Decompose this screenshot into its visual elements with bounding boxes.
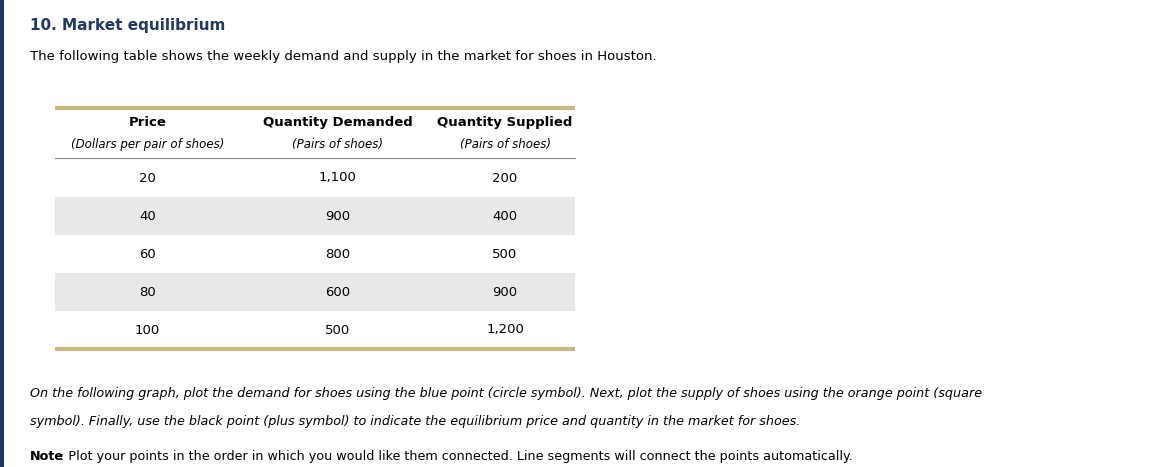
FancyBboxPatch shape <box>55 273 575 311</box>
Text: 20: 20 <box>139 171 156 184</box>
FancyBboxPatch shape <box>55 311 575 349</box>
Text: 100: 100 <box>135 324 161 337</box>
FancyBboxPatch shape <box>0 0 3 467</box>
Text: : Plot your points in the order in which you would like them connected. Line seg: : Plot your points in the order in which… <box>60 450 853 463</box>
Text: 600: 600 <box>325 285 350 298</box>
Text: 10. Market equilibrium: 10. Market equilibrium <box>30 18 225 33</box>
Text: 900: 900 <box>492 285 518 298</box>
Text: 1,100: 1,100 <box>319 171 356 184</box>
FancyBboxPatch shape <box>55 159 575 197</box>
Text: 800: 800 <box>325 248 350 261</box>
Text: 1,200: 1,200 <box>486 324 524 337</box>
Text: 80: 80 <box>139 285 156 298</box>
FancyBboxPatch shape <box>55 197 575 235</box>
Text: 40: 40 <box>139 210 156 222</box>
Text: (Pairs of shoes): (Pairs of shoes) <box>459 138 550 151</box>
Text: symbol). Finally, use the black point (plus symbol) to indicate the equilibrium : symbol). Finally, use the black point (p… <box>30 415 800 428</box>
Text: Note: Note <box>30 450 64 463</box>
Text: 500: 500 <box>492 248 518 261</box>
Text: 200: 200 <box>492 171 518 184</box>
Text: (Dollars per pair of shoes): (Dollars per pair of shoes) <box>71 138 224 151</box>
FancyBboxPatch shape <box>55 235 575 273</box>
Text: 500: 500 <box>325 324 350 337</box>
Text: Quantity Supplied: Quantity Supplied <box>437 116 572 129</box>
Text: On the following graph, plot the demand for shoes using the blue point (circle s: On the following graph, plot the demand … <box>30 387 983 400</box>
Text: 400: 400 <box>492 210 518 222</box>
Text: Price: Price <box>128 116 166 129</box>
Text: (Pairs of shoes): (Pairs of shoes) <box>292 138 383 151</box>
Text: The following table shows the weekly demand and supply in the market for shoes i: The following table shows the weekly dem… <box>30 50 657 63</box>
Text: 60: 60 <box>139 248 156 261</box>
Text: Quantity Demanded: Quantity Demanded <box>262 116 413 129</box>
Text: 900: 900 <box>325 210 350 222</box>
